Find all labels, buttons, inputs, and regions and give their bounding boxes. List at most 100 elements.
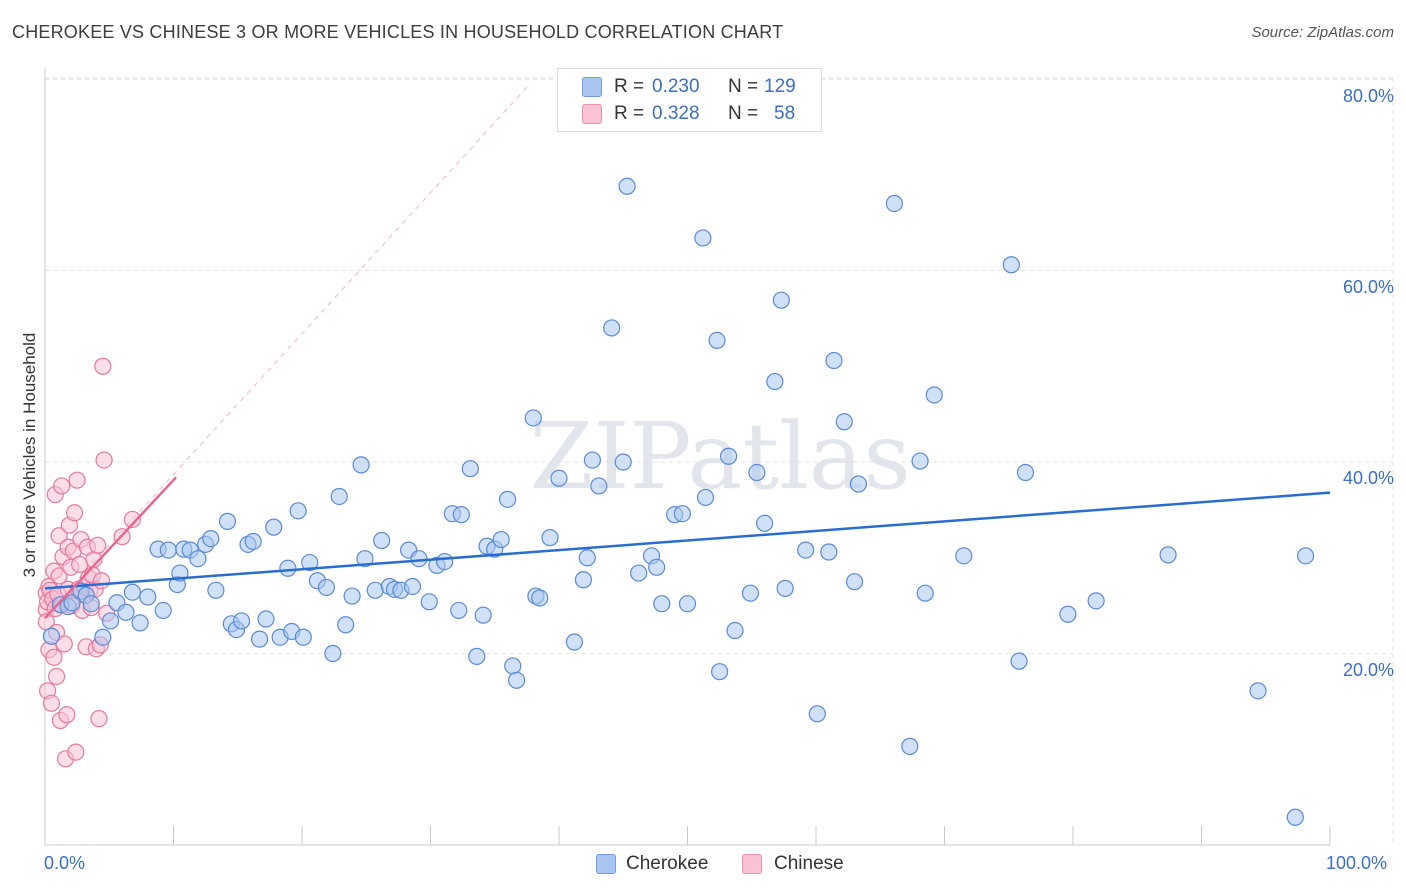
cherokee-point	[766, 372, 784, 391]
cherokee-point	[885, 194, 903, 213]
cherokee-point	[82, 595, 100, 613]
chinese-point	[94, 357, 112, 375]
cherokee-point	[450, 601, 468, 620]
cherokee-point	[436, 552, 454, 571]
cherokee-point	[207, 581, 225, 599]
cherokee-point	[578, 549, 596, 567]
cherokee-point	[925, 386, 943, 404]
cherokee-point	[541, 529, 559, 547]
cherokee-point	[653, 595, 671, 613]
y-tick-label-60: 60.0%	[1342, 277, 1394, 297]
cherokee-point	[202, 529, 220, 548]
cherokee-point	[772, 291, 790, 309]
chinese-points	[37, 357, 141, 768]
chinese-point	[58, 706, 76, 724]
trend-lines	[44, 476, 1331, 619]
cherokee-point	[352, 456, 370, 474]
y-tick-label-80: 80.0%	[1342, 86, 1394, 106]
cherokee-point	[42, 627, 61, 645]
r-label: R =	[614, 103, 645, 124]
cherokee-point	[492, 530, 510, 549]
cherokee-points	[42, 177, 1315, 826]
cherokee-point	[366, 581, 384, 599]
chinese-r-value: 0.328	[652, 103, 700, 124]
cherokee-point	[468, 647, 486, 665]
cherokee-point	[257, 610, 275, 628]
cherokee-point	[565, 633, 584, 651]
cherokee-point	[373, 531, 391, 550]
cherokee-point	[849, 475, 868, 493]
x-tick-label-max: 100.0%	[1326, 853, 1388, 873]
cherokee-point	[244, 532, 262, 551]
cherokee-point	[218, 512, 237, 530]
chinese-point	[65, 504, 84, 522]
cherokee-point	[461, 460, 479, 478]
cherokee-point	[504, 657, 522, 675]
cherokee-point	[748, 463, 766, 482]
cherokee-point	[279, 559, 297, 577]
chinese-point	[47, 667, 66, 686]
chinese-point	[42, 694, 61, 712]
cherokee-point	[911, 452, 929, 470]
y-tick-label-20: 20.0%	[1342, 660, 1394, 680]
chinese-point	[95, 451, 113, 469]
cherokee-point	[835, 413, 853, 431]
cherokee-point	[694, 229, 712, 247]
cherokee-point	[1002, 256, 1020, 274]
cherokee-point	[265, 518, 283, 536]
cherokee-point	[250, 630, 269, 648]
cherokee-point	[101, 612, 120, 630]
cherokee-point	[189, 550, 207, 568]
cherokee-point	[139, 588, 157, 606]
cherokee-legend-label: Cherokee	[626, 853, 709, 874]
cherokee-swatch	[582, 77, 602, 97]
cherokee-point	[94, 628, 112, 646]
chinese-point	[45, 648, 63, 666]
chinese-point	[53, 477, 71, 495]
cherokee-point	[678, 595, 697, 613]
cherokee-point	[294, 628, 312, 646]
chinese-swatch	[582, 104, 602, 124]
cherokee-point	[614, 453, 632, 471]
cherokee-point	[301, 553, 319, 572]
source-credit: Source: ZipAtlas.com	[1251, 24, 1394, 41]
cherokee-point	[550, 469, 568, 487]
cherokee-point	[808, 705, 826, 723]
r-label: R =	[614, 76, 645, 97]
cherokee-point	[123, 583, 141, 601]
cherokee-point	[708, 331, 726, 349]
cherokee-point	[324, 644, 342, 663]
cherokee-point	[410, 550, 428, 568]
cherokee-point	[1016, 463, 1035, 482]
chinese-point	[90, 710, 108, 728]
cherokee-point	[574, 571, 593, 589]
cherokee-point	[154, 601, 172, 620]
chinese-point	[123, 510, 141, 529]
cherokee-point	[63, 594, 81, 612]
cherokee-point	[507, 671, 526, 689]
cherokee-point	[741, 584, 760, 602]
chinese-legend-swatch	[742, 854, 762, 874]
cherokee-point	[696, 488, 715, 507]
cherokee-point	[131, 614, 149, 632]
cherokee-point	[825, 351, 843, 370]
cherokee-point	[820, 543, 838, 561]
cherokee-point	[726, 621, 744, 640]
cherokee-r-value: 0.230	[652, 76, 700, 97]
cherokee-point	[776, 579, 794, 597]
cherokee-point	[159, 541, 177, 559]
cherokee-point	[233, 612, 251, 630]
cherokee-point	[590, 477, 608, 495]
cherokee-point	[117, 603, 135, 621]
cherokee-point	[1159, 546, 1177, 564]
x-tick-label-min: 0.0%	[44, 853, 86, 873]
cherokee-point	[337, 616, 355, 634]
cherokee-point	[583, 451, 602, 469]
cherokee-legend-swatch	[596, 854, 616, 874]
cherokee-point	[1286, 808, 1304, 826]
cherokee-point	[618, 177, 636, 195]
cherokee-point	[330, 487, 348, 506]
chinese-point	[68, 471, 86, 489]
cherokee-point	[916, 584, 934, 602]
